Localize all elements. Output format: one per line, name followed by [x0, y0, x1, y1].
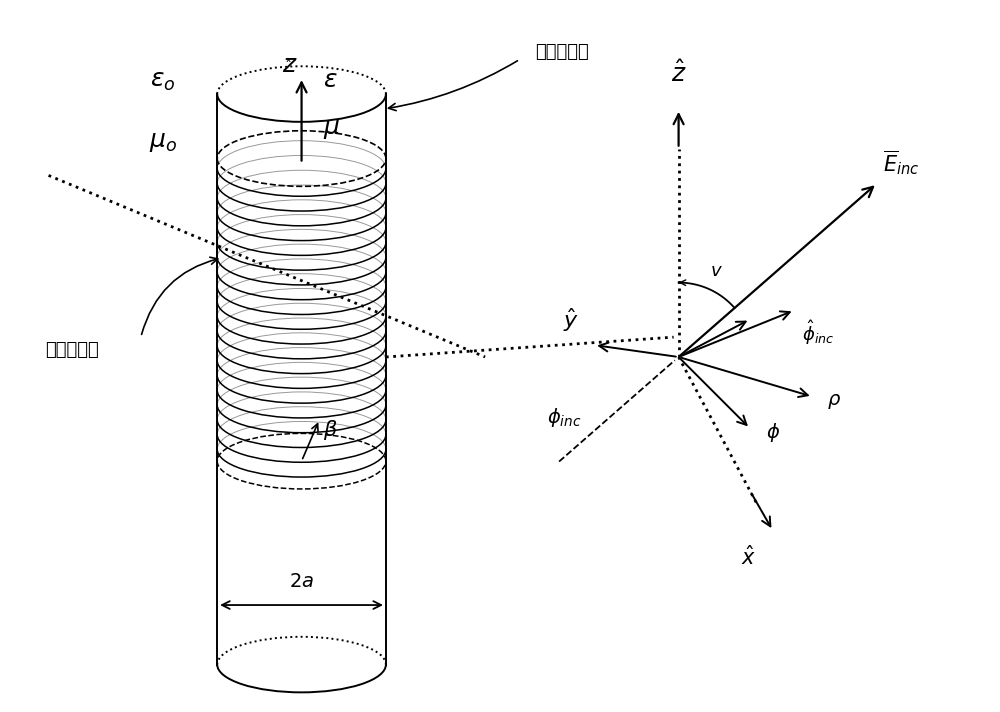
Text: 导电负旋线: 导电负旋线 [46, 341, 99, 359]
Text: $\overline{E}_{inc}$: $\overline{E}_{inc}$ [883, 149, 920, 177]
Text: $\mu$: $\mu$ [323, 117, 341, 141]
Text: 介质圆柱体: 介质圆柱体 [535, 43, 588, 61]
Text: $\varepsilon$: $\varepsilon$ [323, 68, 338, 92]
Text: $\varepsilon_o$: $\varepsilon_o$ [150, 69, 175, 93]
Text: $\mu_o$: $\mu_o$ [149, 130, 177, 154]
Text: $\hat{y}$: $\hat{y}$ [563, 306, 579, 334]
Text: $\hat{\phi}_{inc}$: $\hat{\phi}_{inc}$ [802, 318, 835, 347]
Text: $\phi$: $\phi$ [766, 422, 780, 444]
Text: $\hat{x}$: $\hat{x}$ [741, 545, 756, 569]
Text: $\phi_{inc}$: $\phi_{inc}$ [547, 407, 582, 429]
Text: $\hat{}$: $\hat{}$ [286, 52, 293, 66]
Text: $\beta$: $\beta$ [323, 419, 338, 442]
Text: $2a$: $2a$ [289, 572, 314, 591]
Text: $z$: $z$ [282, 53, 297, 77]
Text: $v$: $v$ [710, 261, 723, 280]
Text: $\rho$: $\rho$ [827, 392, 842, 411]
Text: $\hat{z}$: $\hat{z}$ [671, 61, 686, 87]
